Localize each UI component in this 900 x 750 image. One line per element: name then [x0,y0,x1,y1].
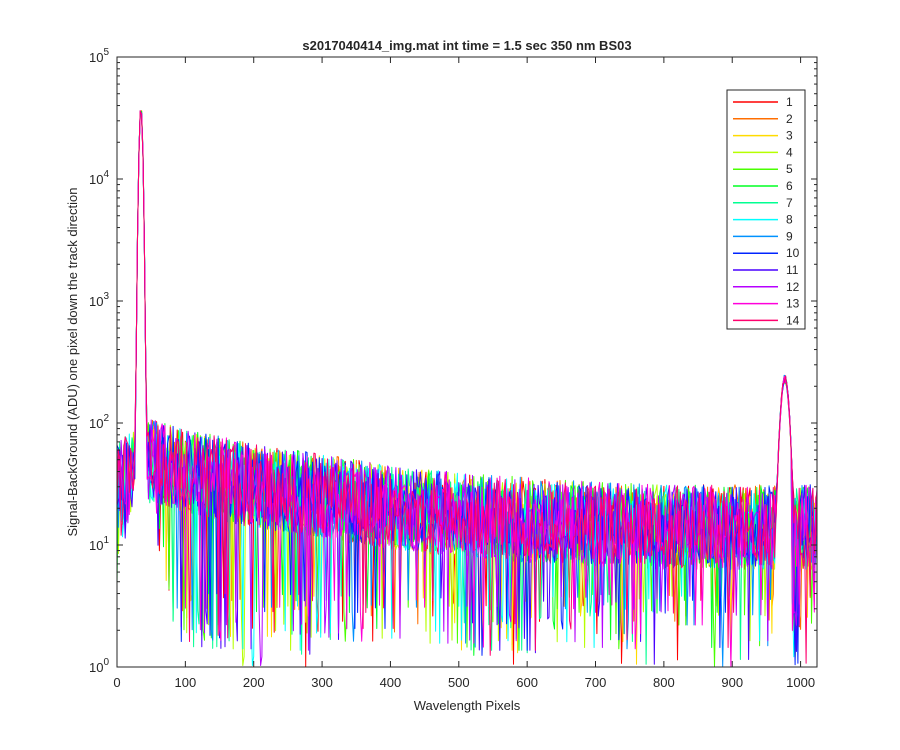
legend-label-11: 11 [786,263,799,277]
x-tick-label: 800 [653,675,675,690]
legend-label-6: 6 [786,179,793,193]
chart-title: s2017040414_img.mat int time = 1.5 sec 3… [302,38,631,53]
x-axis-label: Wavelength Pixels [414,698,521,713]
legend-label-10: 10 [786,246,800,260]
axes-box [116,56,818,668]
y-tick-label: 100 [89,657,109,675]
legend-label-4: 4 [786,145,793,159]
y-axis-label: Signal-BackGround (ADU) one pixel down t… [65,187,80,536]
legend-label-8: 8 [786,213,793,227]
x-tick-label: 100 [175,675,197,690]
legend-label-3: 3 [786,129,793,143]
legend-box [726,89,806,330]
legend-label-2: 2 [786,112,793,126]
x-tick-label: 400 [380,675,402,690]
axis-ticks: 0 100 200 300 400 500 600 700 800 900 100010010110… [89,47,817,690]
y-tick-label: 103 [89,291,109,309]
y-tick-label: 105 [89,47,109,65]
x-tick-label: 0 [113,675,120,690]
legend-label-7: 7 [786,196,793,210]
legend-label-12: 12 [786,280,800,294]
y-tick-label: 104 [89,169,109,187]
y-tick-label: 102 [89,413,109,431]
x-tick-label: 300 [311,675,333,690]
legend-label-5: 5 [786,162,793,176]
series-line-14 [117,110,817,664]
legend-label-14: 14 [786,313,800,327]
legend-label-13: 13 [786,297,800,311]
legend-label-1: 1 [786,95,793,109]
x-tick-label: 1000 [786,675,815,690]
x-tick-label: 500 [448,675,470,690]
legend-label-9: 9 [786,229,793,243]
x-tick-label: 600 [516,675,538,690]
x-tick-label: 200 [243,675,265,690]
x-tick-label: 900 [721,675,743,690]
series-lines [117,110,817,667]
y-tick-label: 101 [89,535,109,553]
x-tick-label: 700 [585,675,607,690]
